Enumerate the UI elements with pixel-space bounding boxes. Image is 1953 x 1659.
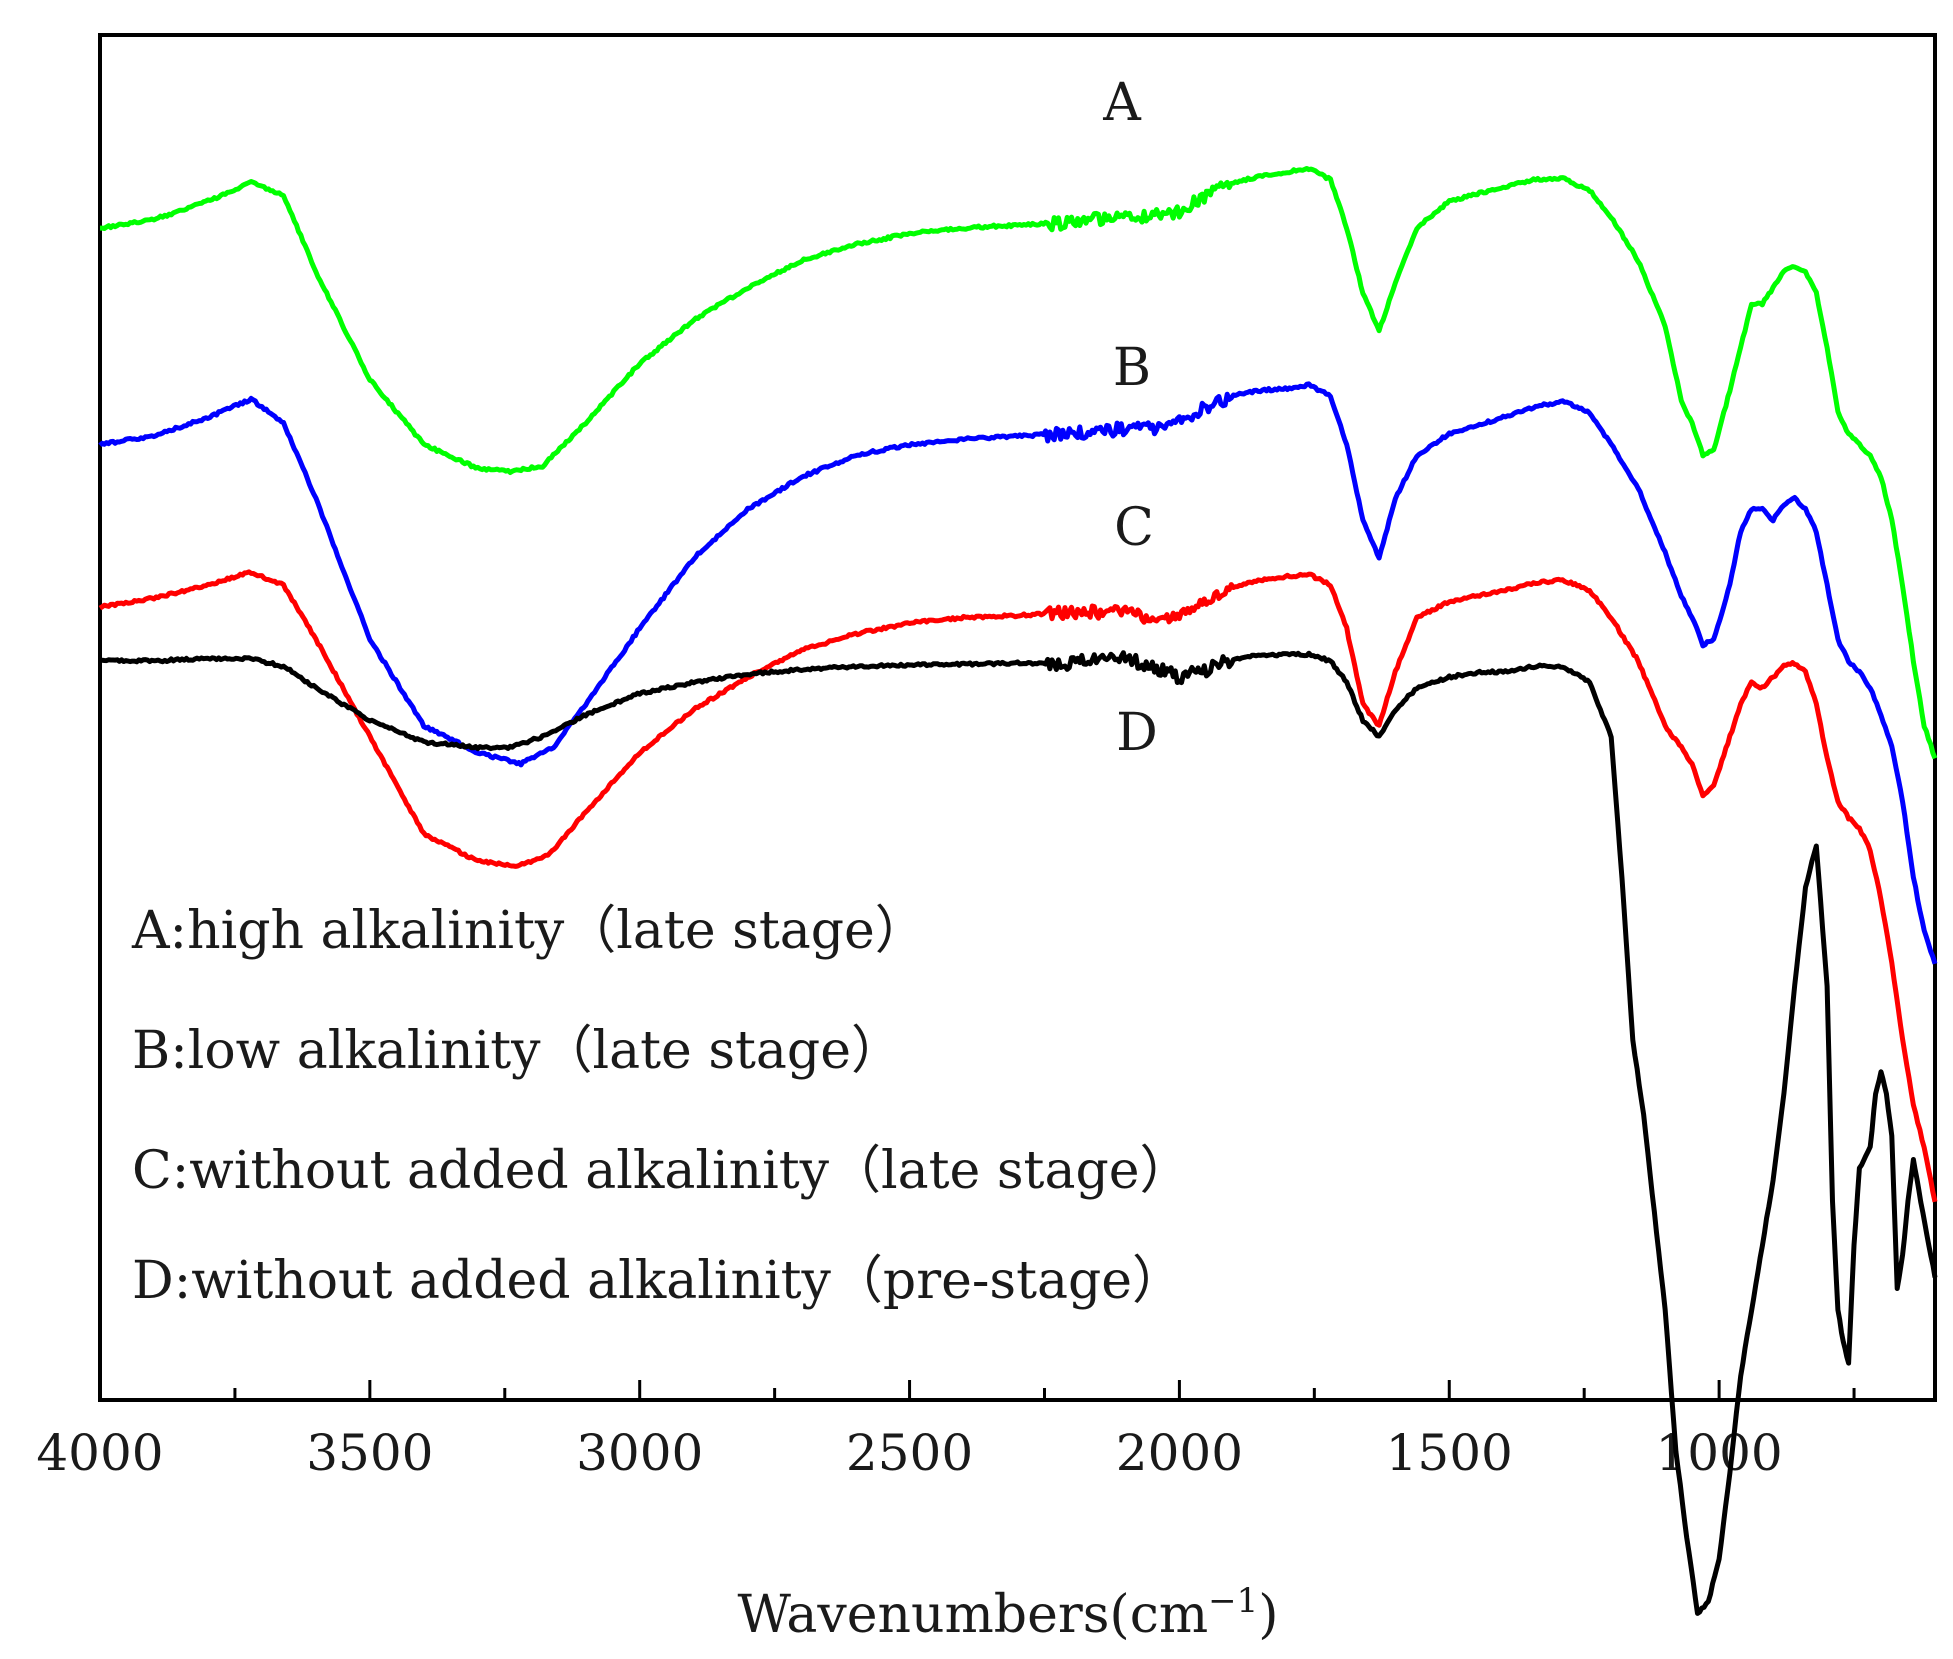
x-tick-label: 3000 (576, 1424, 703, 1482)
curve-tag-d: D (1116, 703, 1158, 763)
series-line-a (99, 166, 1938, 760)
x-tick-label: 3500 (306, 1424, 433, 1482)
x-tick-label: 2000 (1116, 1424, 1243, 1482)
plot-frame (98, 33, 1937, 1402)
legend-entry-b: B:low alkalinity（late stage） (132, 1021, 903, 1081)
spectra-curves (98, 166, 1938, 1616)
series-line-b (98, 381, 1938, 965)
x-tick-label: 4000 (36, 1424, 163, 1482)
series-line-c (98, 569, 1938, 1203)
legend-entry-c: C:without added alkalinity（late stage） (132, 1141, 1192, 1201)
curve-tag-c: C (1114, 498, 1154, 558)
x-tick-label: 1500 (1386, 1424, 1513, 1482)
legend-entry-d: D:without added alkalinity（pre-stage） (132, 1251, 1184, 1311)
x-axis-tick-labels: 4000 3500 3000 2500 2000 1500 1000 (36, 1424, 1782, 1482)
legend-entry-a: A:high alkalinity（late stage） (131, 901, 927, 961)
legend: A:high alkalinity（late stage） B:low alka… (131, 901, 1192, 1311)
curve-tag-a: A (1102, 73, 1142, 133)
x-tick-label: 2500 (846, 1424, 973, 1482)
curve-tag-b: B (1113, 338, 1151, 398)
x-axis-title: Wavenumbers(cm−1) (737, 1581, 1278, 1645)
series-line-d (99, 650, 1938, 1616)
x-axis-ticks (98, 1380, 1856, 1400)
